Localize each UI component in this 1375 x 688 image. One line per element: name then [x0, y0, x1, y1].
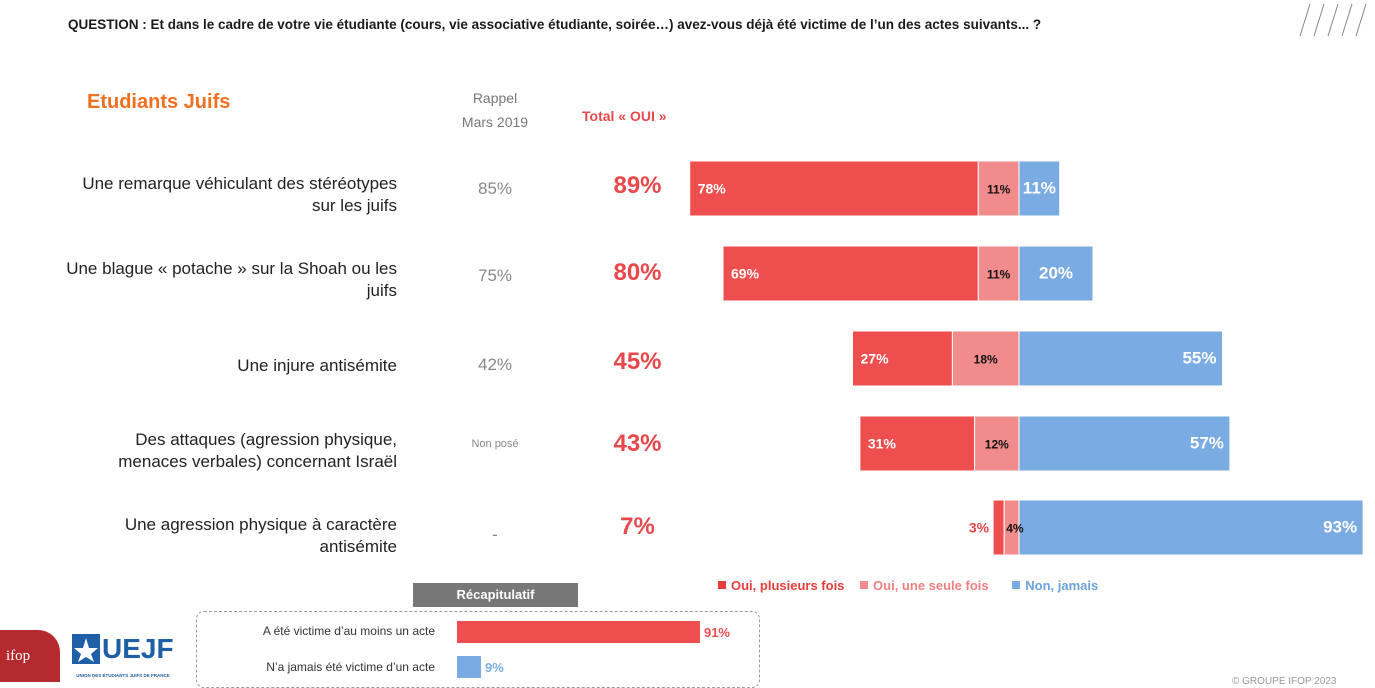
rappel-header-line2: Mars 2019 — [461, 114, 529, 130]
recap-label-2: N’a jamais été victime d’un acte — [266, 660, 435, 674]
row-label-2-line1: Une blague « potache » sur la Shoah ou l… — [66, 259, 397, 278]
row-label-5-line1: Une agression physique à caractère — [124, 515, 397, 534]
row-label-5-line2: antisémite — [319, 537, 397, 556]
label-jamais-2: 20% — [1039, 264, 1073, 283]
label-jamais-3: 55% — [1182, 349, 1216, 368]
uejf-logo-text: UEJF — [102, 633, 174, 664]
label-jamais-5: 93% — [1323, 518, 1357, 537]
bar-plusieurs-4 — [859, 415, 976, 472]
decorative-slashes-icon — [1299, 3, 1367, 37]
total-oui-value-1: 89% — [613, 172, 662, 199]
total-oui-value-3: 45% — [613, 348, 662, 375]
legend-label-une-seule: Oui, une seule fois — [873, 578, 989, 593]
total-oui-header: Total « OUI » — [582, 108, 667, 124]
bar-jamais-4 — [1018, 415, 1231, 472]
bar-jamais-1 — [1018, 160, 1061, 217]
legend-label-jamais: Non, jamais — [1025, 578, 1099, 593]
uejf-logo-subtitle: UNION DES ÉTUDIANTS JUIFS DE FRANCE — [76, 673, 170, 678]
legend-label-plusieurs: Oui, plusieurs fois — [731, 578, 845, 593]
label-une-seule-5: 4% — [1006, 522, 1024, 536]
rappel-header: Rappel Mars 2019 — [445, 86, 545, 134]
bar-une-seule-4 — [974, 415, 1020, 472]
row-label-2: Une blague « potache » sur la Shoah ou l… — [0, 258, 397, 302]
row-label-3-line1: Une injure antisémite — [237, 356, 397, 375]
uejf-star-icon — [72, 634, 100, 664]
total-oui-value-2: 80% — [613, 259, 662, 286]
bar-une-seule-3 — [951, 330, 1020, 387]
bar-jamais-5 — [1018, 499, 1364, 556]
recap-bar-1 — [457, 621, 700, 643]
label-une-seule-2: 11% — [987, 268, 1011, 282]
row-label-4-line1: Des attaques (agression physique, — [135, 430, 397, 449]
row-label-1: Une remarque véhiculant des stéréotypes … — [0, 173, 397, 217]
legend-swatch-plusieurs — [718, 581, 726, 589]
legend-swatch-une-seule — [860, 581, 869, 589]
rappel-value-4: Non posé — [471, 438, 519, 450]
label-une-seule-4: 12% — [985, 438, 1009, 452]
legend-item-une-seule: Oui, une seule fois — [860, 578, 989, 593]
total-oui-value-4: 43% — [613, 430, 662, 457]
group-title: Etudiants Juifs — [87, 91, 231, 113]
rappel-value-5: - — [492, 525, 498, 544]
recap-value-2: 9% — [485, 660, 504, 675]
bar-une-seule-2 — [977, 245, 1020, 302]
row-label-4: Des attaques (agression physique, menace… — [0, 429, 397, 473]
row-label-1-line1: Une remarque véhiculant des stéréotypes — [82, 174, 397, 193]
recap-label-1: A été victime d’au moins un acte — [262, 624, 435, 638]
bar-plusieurs-3 — [852, 330, 953, 387]
rappel-value-2: 75% — [477, 266, 513, 285]
bar-jamais-3 — [1018, 330, 1223, 387]
row-label-3: Une injure antisémite — [0, 355, 397, 377]
bar-jamais-2 — [1018, 245, 1094, 302]
label-plusieurs-2: 69% — [731, 266, 760, 282]
rappel-value-3: 42% — [477, 355, 513, 374]
label-jamais-1: 11% — [1023, 179, 1056, 198]
legend-swatch-jamais — [1012, 581, 1021, 589]
label-plusieurs-4: 31% — [868, 436, 897, 452]
label-jamais-4: 57% — [1190, 434, 1224, 453]
total-oui-value-5: 7% — [620, 513, 655, 540]
label-une-seule-3: 18% — [974, 353, 998, 367]
legend-item-jamais: Non, jamais — [1012, 578, 1098, 593]
recap-value-1: 91% — [704, 625, 730, 640]
label-une-seule-1: 11% — [987, 183, 1011, 197]
rappel-header-line1: Rappel — [472, 90, 518, 106]
rappel-value-1: 85% — [477, 179, 513, 198]
label-plusieurs-1: 78% — [698, 181, 727, 197]
bar-plusieurs-1 — [689, 160, 979, 217]
label-plusieurs-3: 27% — [861, 351, 890, 367]
question-text: QUESTION : Et dans le cadre de votre vie… — [68, 17, 1042, 32]
ifop-logo: ifop — [0, 630, 60, 682]
bar-plusieurs-2 — [722, 245, 979, 302]
recap-bar-2 — [457, 656, 482, 678]
row-label-2-line2: juifs — [366, 281, 397, 300]
row-label-4-line2: menaces verbales) concernant Israël — [118, 452, 397, 471]
recap-title: Récapitulatif — [413, 583, 578, 607]
row-label-5: Une agression physique à caractère antis… — [0, 514, 397, 558]
row-label-1-line2: sur les juifs — [311, 196, 397, 215]
label-plusieurs-5: 3% — [969, 520, 990, 536]
legend-item-plusieurs: Oui, plusieurs fois — [718, 578, 844, 593]
legend: Oui, plusieurs fois Oui, une seule fois … — [718, 578, 1110, 593]
